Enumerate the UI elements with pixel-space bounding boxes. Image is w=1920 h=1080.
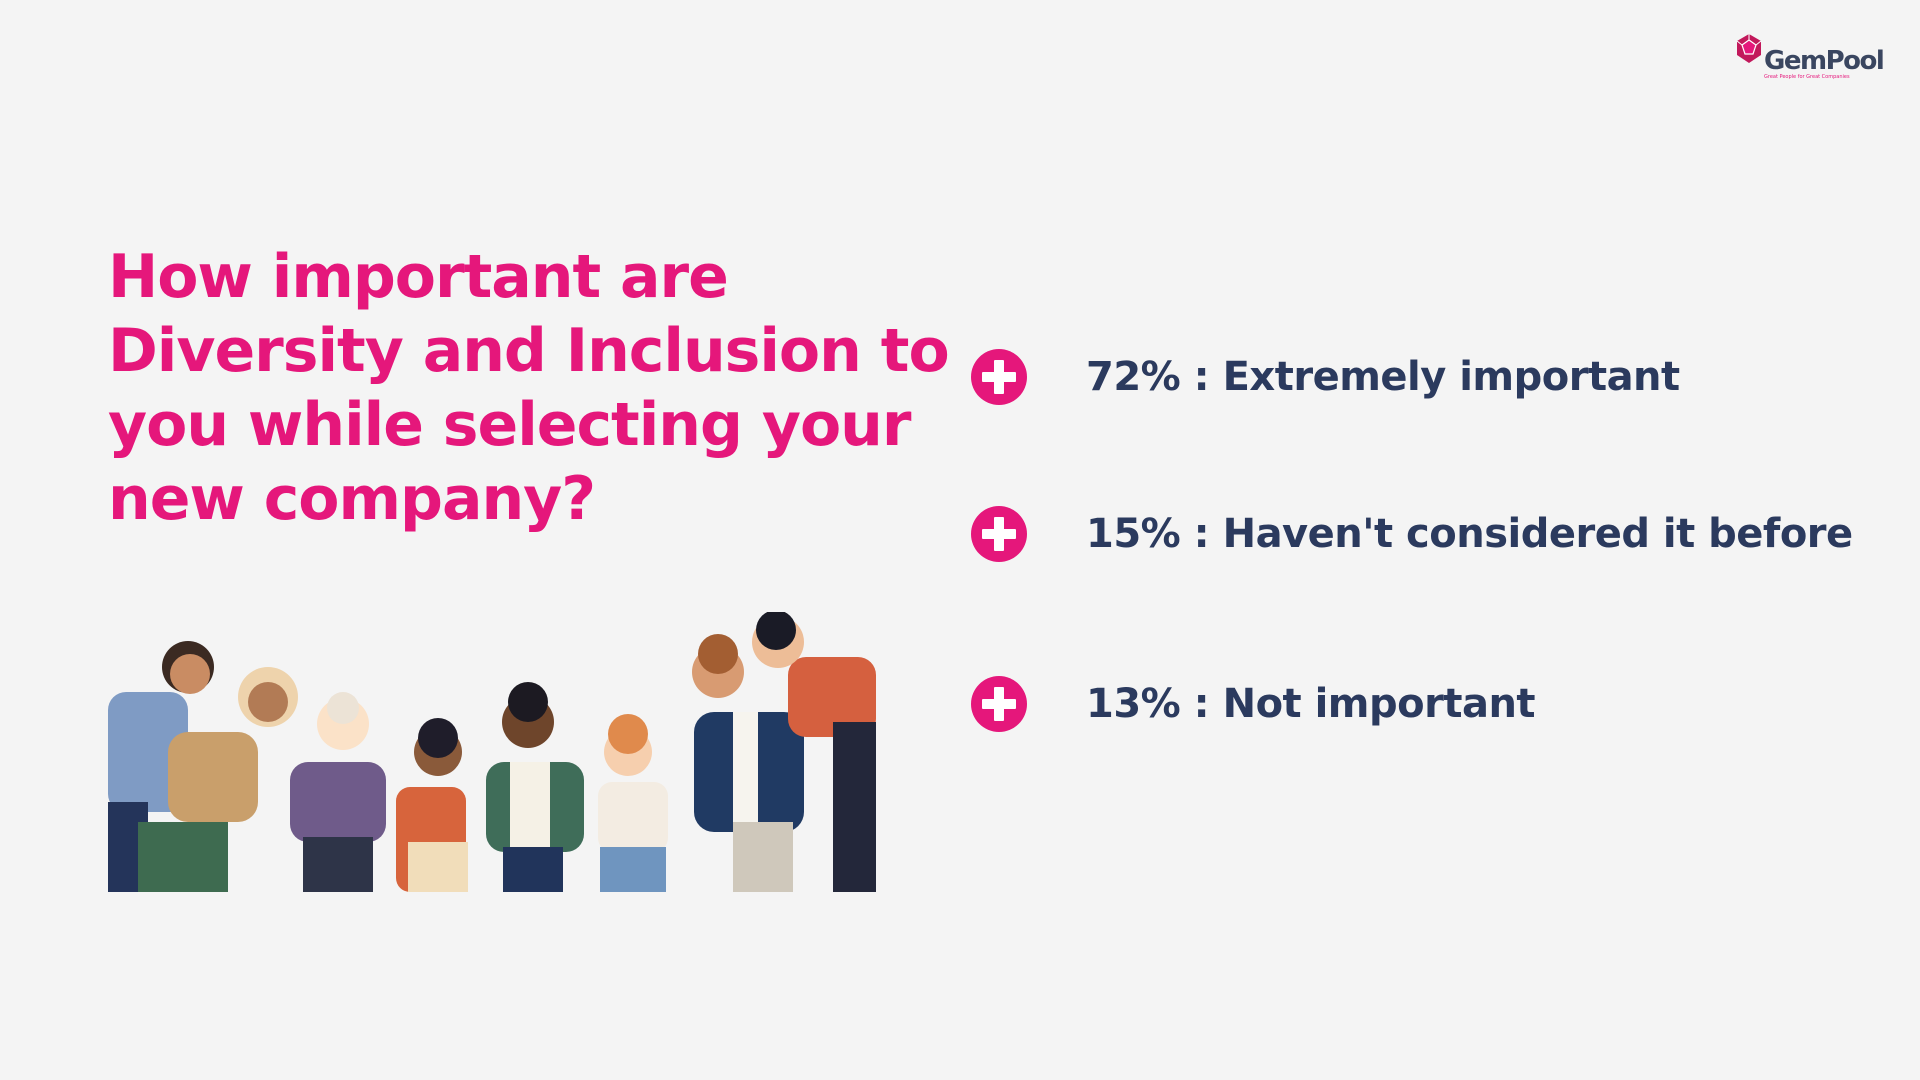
result-item: 15% : Haven't considered it before xyxy=(970,504,1853,564)
result-item: 13% : Not important xyxy=(970,674,1536,734)
title-line: new company? xyxy=(108,464,596,534)
result-text: 13% : Not important xyxy=(1086,681,1536,727)
logo-name: GemPool xyxy=(1764,46,1885,76)
plus-icon xyxy=(971,676,1027,732)
result-text: 15% : Haven't considered it before xyxy=(1086,511,1853,557)
plus-icon xyxy=(971,349,1027,405)
logo: GemPool Great People for Great Companies xyxy=(1734,32,1885,80)
question-title: How important are Diversity and Inclusio… xyxy=(108,240,950,536)
logo-tagline: Great People for Great Companies xyxy=(1764,74,1850,80)
logo-gem xyxy=(1736,34,1762,63)
people-illustration xyxy=(108,612,876,892)
result-item: 72% : Extremely important xyxy=(970,347,1680,407)
title-line: How important are xyxy=(108,242,729,312)
plus-icon xyxy=(971,506,1027,562)
title-line: you while selecting your xyxy=(108,390,911,460)
result-text: 72% : Extremely important xyxy=(1086,354,1680,400)
title-line: Diversity and Inclusion to xyxy=(108,316,950,386)
